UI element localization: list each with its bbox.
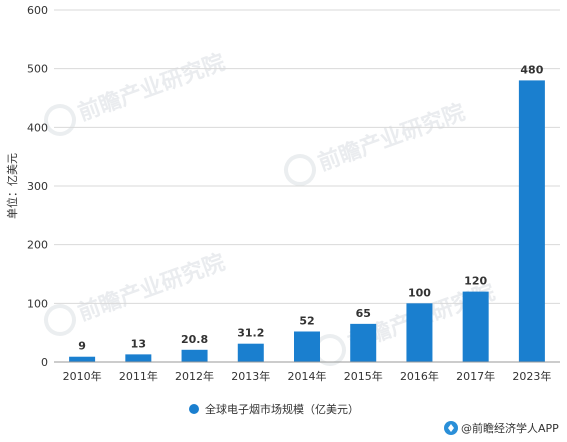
x-tick-label: 2013年 bbox=[231, 369, 270, 383]
x-tick-label: 2012年 bbox=[175, 369, 214, 383]
data-label: 480 bbox=[520, 63, 543, 76]
x-tick-label: 2017年 bbox=[456, 369, 495, 383]
data-label: 20.8 bbox=[181, 333, 208, 346]
x-tick-label: 2015年 bbox=[344, 369, 383, 383]
data-label: 9 bbox=[78, 340, 86, 353]
legend-marker bbox=[189, 404, 199, 414]
svg-text:前瞻产业研究院: 前瞻产业研究院 bbox=[75, 249, 229, 326]
y-tick-label: 400 bbox=[27, 121, 48, 134]
y-tick-label: 600 bbox=[27, 4, 48, 17]
x-tick-label: 2016年 bbox=[400, 369, 439, 383]
bar bbox=[406, 303, 433, 362]
legend-label: 全球电子烟市场规模（亿美元） bbox=[205, 402, 359, 416]
bar bbox=[462, 291, 489, 362]
x-tick-label: 2010年 bbox=[63, 369, 102, 383]
source: @前瞻经济学人APP bbox=[444, 421, 559, 435]
bar bbox=[518, 80, 545, 363]
bar bbox=[237, 343, 264, 362]
y-tick-label: 0 bbox=[41, 356, 48, 369]
y-tick-label: 500 bbox=[27, 63, 48, 76]
bar bbox=[125, 354, 152, 362]
bar bbox=[181, 349, 208, 362]
watermark: 前瞻产业研究院 bbox=[44, 49, 229, 136]
y-tick-label: 200 bbox=[27, 239, 48, 252]
data-label: 31.2 bbox=[237, 327, 264, 340]
x-tick-label: 2011年 bbox=[119, 369, 158, 383]
data-label: 13 bbox=[131, 337, 146, 350]
data-labels: 9 13 20.8 31.2 52 65 100 120 480 bbox=[78, 63, 543, 352]
bar bbox=[350, 323, 377, 362]
data-label: 120 bbox=[464, 275, 487, 288]
watermark: 前瞻产业研究院 bbox=[284, 99, 469, 186]
y-tick-label: 100 bbox=[27, 297, 48, 310]
svg-text:前瞻产业研究院: 前瞻产业研究院 bbox=[315, 99, 469, 176]
y-tick-label: 300 bbox=[27, 180, 48, 193]
watermark: 前瞻产业研究院 bbox=[44, 249, 229, 336]
bar bbox=[69, 356, 96, 362]
svg-text:前瞻产业研究院: 前瞻产业研究院 bbox=[75, 49, 229, 126]
bars bbox=[69, 80, 545, 363]
data-label: 52 bbox=[299, 314, 314, 327]
source-label: @前瞻经济学人APP bbox=[461, 421, 559, 435]
brand-logo-icon bbox=[444, 421, 458, 435]
x-tick-label: 2014年 bbox=[288, 369, 327, 383]
y-axis-ticks: 0 100 200 300 400 500 600 bbox=[27, 4, 48, 369]
data-label: 100 bbox=[408, 286, 431, 299]
x-axis-ticks: 2010年 2011年 2012年 2013年 2014年 2015年 2016年 2017年… bbox=[63, 369, 552, 383]
legend: 全球电子烟市场规模（亿美元） bbox=[189, 402, 359, 416]
data-label: 65 bbox=[356, 307, 371, 320]
x-tick-label: 2023年 bbox=[512, 369, 551, 383]
y-axis-title: 单位：亿美元 bbox=[5, 153, 19, 219]
bar bbox=[294, 331, 320, 362]
